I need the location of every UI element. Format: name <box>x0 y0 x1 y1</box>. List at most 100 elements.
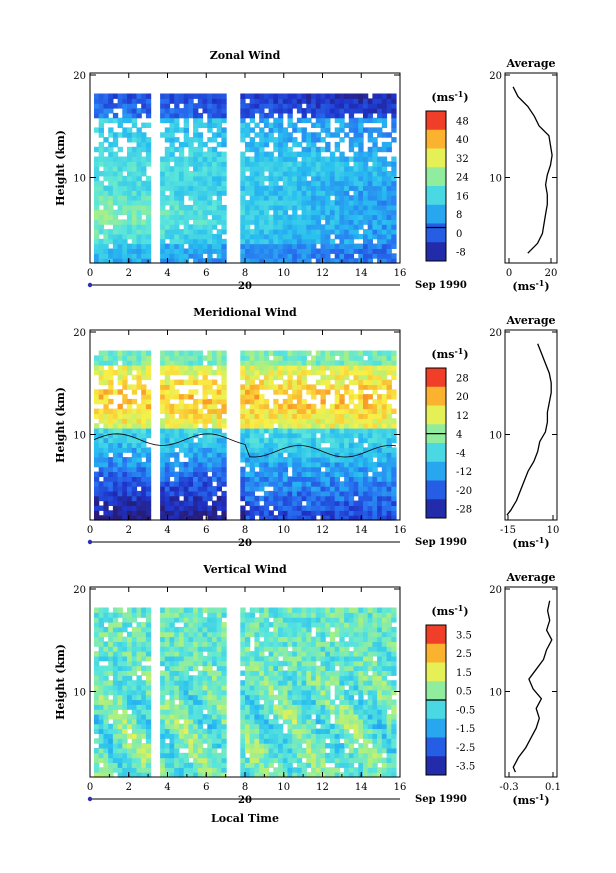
heatmap-cell <box>282 442 289 448</box>
heatmap-cell <box>315 369 322 376</box>
heatmap-cell <box>117 161 123 167</box>
heatmap-cell <box>306 500 312 506</box>
heatmap-cell <box>367 466 373 473</box>
heatmap-cell <box>174 122 180 128</box>
heatmap-cell <box>188 728 194 734</box>
heatmap-cell <box>245 651 251 657</box>
heatmap-cell <box>320 243 326 249</box>
heatmap-cell <box>334 476 340 482</box>
heatmap-cell <box>273 428 279 434</box>
heatmap-cell <box>202 476 208 482</box>
heatmap-cell <box>325 233 331 240</box>
heatmap-cell <box>254 360 260 366</box>
heatmap-cell <box>386 200 392 206</box>
heatmap-cell <box>311 369 317 376</box>
heatmap-cell <box>377 248 383 254</box>
heatmap-cell <box>183 394 189 400</box>
heatmap-cell <box>353 379 359 385</box>
heatmap-cell <box>160 117 166 124</box>
heatmap-cell <box>306 214 312 220</box>
heatmap-cell <box>145 398 152 405</box>
heatmap-cell <box>108 481 114 487</box>
heatmap-cell <box>311 423 317 429</box>
heatmap-cell <box>160 699 166 705</box>
heatmap-cell <box>391 224 397 230</box>
heatmap-cell <box>221 646 227 652</box>
heatmap-cell <box>381 253 388 259</box>
heatmap-cell <box>311 146 317 153</box>
heatmap-cell <box>193 738 199 744</box>
heatmap-cell <box>292 505 298 511</box>
heatmap-cell <box>122 646 128 652</box>
heatmap-cell <box>164 214 171 220</box>
heatmap-cell <box>188 243 194 249</box>
heatmap-cell <box>145 490 152 497</box>
heatmap-cell <box>216 675 222 681</box>
heatmap-cell <box>164 418 171 424</box>
heatmap-cell <box>212 723 218 730</box>
heatmap-cell <box>122 180 128 187</box>
heatmap-cell <box>141 369 147 376</box>
heatmap-cell <box>169 132 175 138</box>
heatmap-cell <box>127 432 133 439</box>
heatmap-cell <box>160 209 166 216</box>
heatmap-cell <box>311 233 317 240</box>
heatmap-cell <box>273 389 279 395</box>
heatmap-cell <box>259 141 265 148</box>
heatmap-cell <box>372 93 378 99</box>
heatmap-cell <box>381 360 388 366</box>
heatmap-cell <box>372 185 378 191</box>
heatmap-cell <box>160 394 166 400</box>
heatmap-cell <box>94 704 100 710</box>
heatmap-cell <box>178 98 185 104</box>
heatmap-cell <box>254 423 260 429</box>
heatmap-cell <box>259 646 265 652</box>
heatmap-cell <box>207 617 213 623</box>
heatmap-cell <box>98 108 104 114</box>
heatmap-cell <box>386 141 392 148</box>
heatmap-cell <box>188 723 194 730</box>
heatmap-cell <box>141 500 147 506</box>
heatmap-cell <box>141 141 147 148</box>
heatmap-cell <box>112 156 119 162</box>
heatmap-cell <box>240 486 246 492</box>
heatmap-cell <box>372 166 378 172</box>
heatmap-cell <box>98 505 104 511</box>
heatmap-cell <box>372 360 378 366</box>
heatmap-cell <box>278 127 284 133</box>
heatmap-cell <box>301 418 307 424</box>
heatmap-cell <box>127 350 133 356</box>
heatmap-cell <box>268 733 274 739</box>
heatmap-cell <box>296 141 303 148</box>
heatmap-cell <box>108 486 114 492</box>
heatmap-cell <box>358 185 364 191</box>
heatmap-cell <box>160 670 166 676</box>
heatmap-cell <box>160 384 166 390</box>
heatmap-cell <box>386 505 392 511</box>
heatmap-cell <box>112 171 119 177</box>
heatmap-cell <box>249 200 255 206</box>
heatmap-cell <box>136 141 142 148</box>
heatmap-cell <box>136 112 142 119</box>
heatmap-cell <box>164 398 171 405</box>
heatmap-cell <box>122 461 128 468</box>
heatmap-cell <box>221 175 227 182</box>
heatmap-cell <box>358 418 364 424</box>
heatmap-cell <box>202 369 208 376</box>
heatmap-cell <box>169 166 175 172</box>
heatmap-cell <box>273 248 279 254</box>
heatmap-cell <box>358 452 364 458</box>
heatmap-cell <box>273 452 279 458</box>
heatmap-cell <box>127 495 133 502</box>
heatmap-cell <box>249 103 255 109</box>
heatmap-cell <box>197 161 204 167</box>
colorbar-label: -28 <box>456 505 472 516</box>
heatmap-cell <box>334 442 340 448</box>
heatmap-cell <box>183 772 189 778</box>
heatmap-cell <box>221 185 227 191</box>
heatmap-cell <box>216 665 222 671</box>
heatmap-cell <box>221 607 227 613</box>
heatmap-cell <box>301 408 307 414</box>
heatmap-cell <box>164 670 171 676</box>
heatmap-cell <box>381 495 388 502</box>
